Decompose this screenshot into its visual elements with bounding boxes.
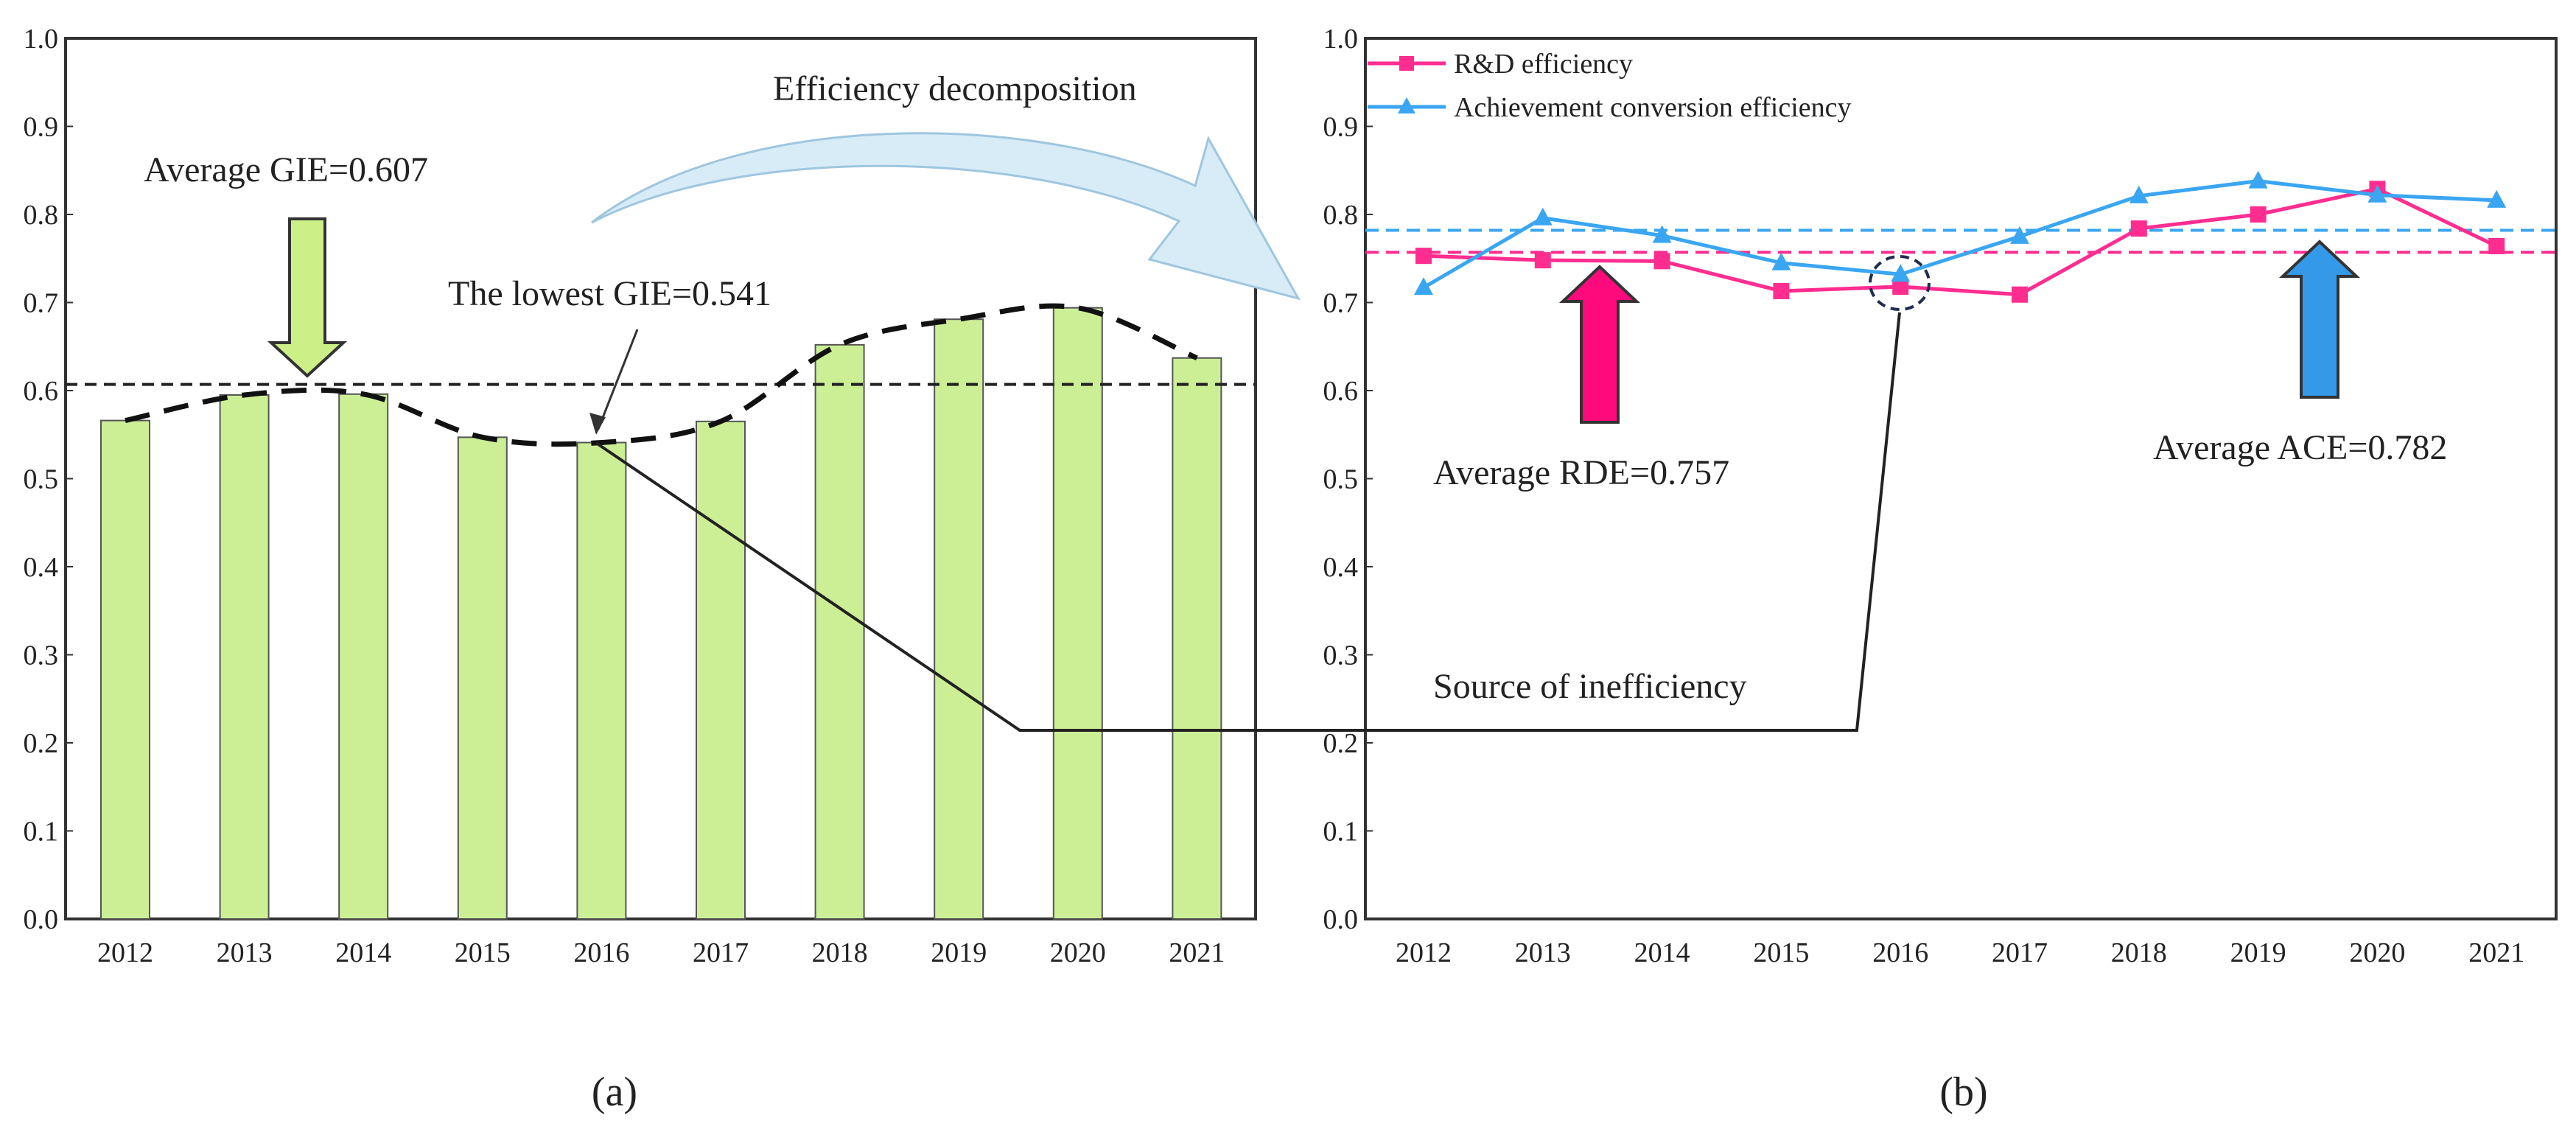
curved-decomposition-arrow: [591, 132, 1301, 301]
a-x-tick-label: 2014: [335, 937, 391, 968]
a-x-tick-label: 2016: [573, 937, 629, 968]
ace-point-2019: [2248, 170, 2268, 189]
a-y-tick-label: 0.9: [24, 112, 59, 143]
series-line-1: [1422, 179, 2497, 290]
a-y-tick-label: 0.0: [24, 904, 59, 935]
b-y-tick-label: 0.7: [1323, 288, 1359, 319]
rde-point-2017: [2012, 286, 2028, 303]
a-y-tick-label: 0.4: [24, 552, 59, 583]
gie-trend-line: [125, 303, 1198, 447]
ace-point-2013: [1533, 207, 1553, 226]
ace-point-2018: [2129, 185, 2149, 203]
b-y-tick-label: 0.2: [1323, 728, 1359, 759]
efficiency-decomposition-label: Efficiency decomposition: [773, 69, 1137, 108]
a-x-tick-label: 2015: [455, 937, 511, 968]
a-y-tick-label: 0.5: [24, 464, 59, 495]
lowest-gie-pointer: [597, 329, 639, 430]
ace-point-2016: [1891, 264, 1911, 282]
a-x-tick-label: 2017: [693, 937, 749, 968]
b-x-tick-label: 2015: [1753, 937, 1809, 968]
lowest-gie-pointer-head: [589, 413, 606, 435]
rde-point-2019: [2250, 206, 2267, 223]
average-rde-label: Average RDE=0.757: [1433, 453, 1729, 492]
a-x-tick-label: 2020: [1050, 937, 1106, 968]
b-y-tick-label: 0.4: [1323, 552, 1359, 583]
a-y-tick-label: 0.2: [24, 728, 59, 759]
a-y-tick-label: 0.6: [24, 376, 59, 407]
a-y-tick-label: 0.7: [24, 288, 59, 319]
a-y-tick-label: 0.1: [24, 817, 59, 847]
ace-point-2014: [1652, 225, 1672, 243]
a-y-tick-label: 0.3: [24, 640, 59, 671]
source-connector-line: [595, 312, 1901, 732]
average-rde-arrow-icon: [1558, 265, 1641, 424]
bar-2019: [934, 318, 984, 920]
a-x-tick-label: 2019: [931, 937, 987, 968]
b-x-tick-label: 2012: [1396, 937, 1452, 968]
rde-point-2012: [1415, 248, 1432, 265]
inefficiency-circle: [1869, 255, 1931, 311]
a-x-tick-label: 2021: [1169, 937, 1225, 968]
series-line-0: [1423, 186, 2498, 297]
rde-point-2016: [1892, 278, 1909, 295]
rde-point-2015: [1773, 282, 1790, 299]
average-gie-arrow-icon: [267, 217, 348, 378]
ace-point-2020: [2367, 184, 2387, 203]
bar-2014: [338, 393, 389, 920]
b-x-tick-label: 2013: [1515, 937, 1571, 968]
b-x-tick-label: 2017: [1992, 937, 2048, 968]
caption-b: (b): [1939, 1069, 1987, 1115]
rde-point-2021: [2488, 238, 2505, 255]
b-x-tick-label: 2016: [1872, 937, 1928, 968]
a-x-tick-label: 2012: [97, 937, 153, 968]
bar-2017: [696, 420, 746, 920]
b-y-tick-label: 0.9: [1323, 112, 1359, 143]
b-y-tick-label: 0.5: [1323, 464, 1359, 495]
a-y-tick-label: 0.8: [24, 200, 59, 231]
legend-ace-label: Achievement conversion efficiency: [1454, 92, 1852, 123]
bar-2015: [457, 436, 508, 920]
b-y-tick-label: 0.6: [1323, 376, 1359, 407]
average-ace-label: Average ACE=0.782: [2153, 428, 2447, 467]
a-x-tick-label: 2018: [812, 937, 868, 968]
rde-point-2018: [2130, 220, 2147, 237]
b-y-tick-label: 0.8: [1323, 200, 1359, 231]
ace-point-2017: [2010, 226, 2029, 244]
rde-point-2013: [1534, 252, 1551, 269]
panel-b-line-chart: 0.0 0.1 0.2 0.3 0.4 0.5 0.6 0.7 0.8 0.9 1.0 2012 201…: [1323, 24, 2558, 968]
ace-point-2021: [2487, 189, 2507, 208]
b-y-tick-label: 0.0: [1323, 904, 1359, 935]
bar-2020: [1052, 307, 1103, 920]
plot-area-b: [1364, 37, 2558, 920]
legend-rde-label: R&D efficiency: [1454, 49, 1633, 80]
bar-2021: [1172, 357, 1222, 920]
bar-2018: [814, 343, 865, 920]
caption-a: (a): [592, 1069, 637, 1115]
bar-2016: [576, 441, 627, 920]
legend-ace-marker: [1398, 97, 1415, 113]
b-x-tick-label: 2020: [2349, 937, 2405, 968]
ace-point-2015: [1771, 252, 1791, 270]
bar-2012: [100, 419, 150, 920]
source-of-inefficiency-label: Source of inefficiency: [1433, 667, 1747, 706]
rde-point-2014: [1653, 253, 1670, 270]
a-x-tick-label: 2013: [217, 937, 273, 968]
average-gie-label: Average GIE=0.607: [144, 150, 428, 189]
average-ace-arrow-icon: [2278, 240, 2361, 399]
b-x-tick-label: 2014: [1634, 937, 1690, 968]
b-y-tick-label: 0.3: [1323, 640, 1359, 671]
bar-2013: [219, 394, 270, 920]
a-y-tick-label: 1.0: [24, 24, 59, 55]
b-x-tick-label: 2018: [2111, 937, 2167, 968]
b-x-tick-label: 2021: [2468, 937, 2524, 968]
b-y-tick-label: 1.0: [1323, 24, 1359, 55]
lowest-gie-label: The lowest GIE=0.541: [448, 274, 771, 313]
legend-rde-marker: [1399, 56, 1414, 71]
b-x-tick-label: 2019: [2230, 937, 2286, 968]
legend: R&D efficiency Achievement conversion ef…: [1368, 49, 1852, 123]
ace-point-2012: [1414, 277, 1433, 296]
b-y-tick-label: 0.1: [1323, 817, 1359, 847]
